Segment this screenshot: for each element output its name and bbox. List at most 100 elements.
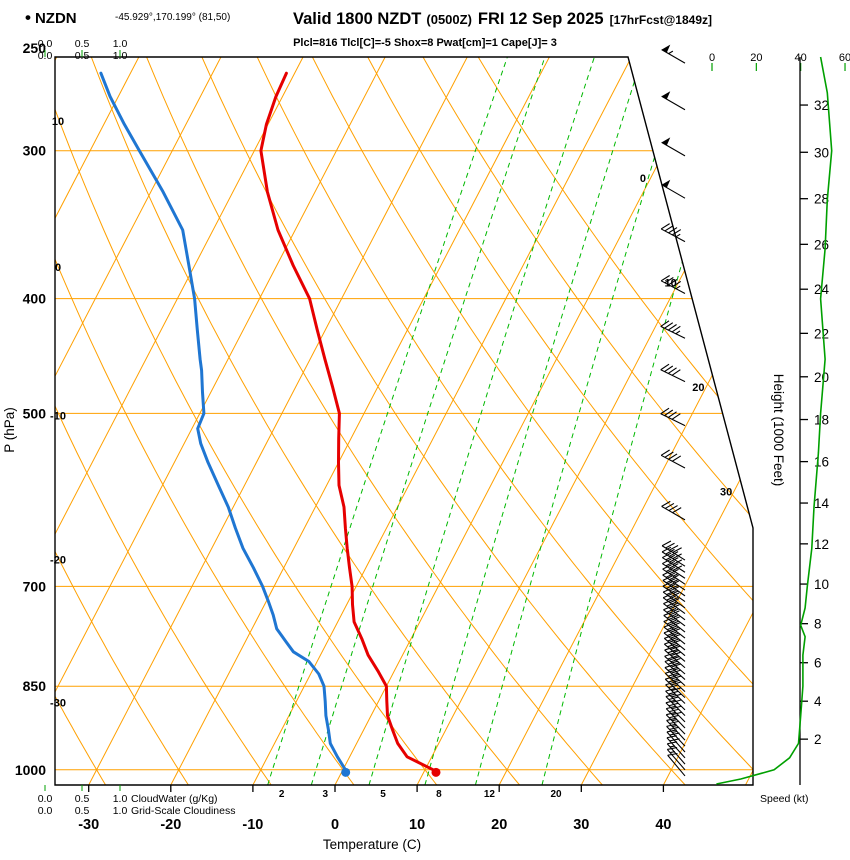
height-tick-label: 20 — [814, 370, 829, 385]
barb-full — [664, 634, 674, 639]
barb-full — [669, 586, 680, 592]
wind-barb — [661, 540, 686, 561]
barb-full — [664, 657, 675, 662]
pressure-tick-label: 400 — [23, 291, 47, 307]
barb-full — [665, 566, 676, 572]
barb-full — [666, 607, 677, 613]
wind-barb — [662, 587, 686, 609]
wind-barb — [661, 137, 686, 157]
wind-barb — [667, 752, 686, 777]
barb-full — [670, 616, 680, 622]
barb-half — [673, 632, 679, 636]
barb-full — [670, 628, 681, 633]
dry-adiabat-label: -30 — [50, 697, 66, 709]
dry-adiabat-line — [256, 57, 753, 785]
barb-full — [662, 564, 672, 570]
barb-full — [669, 732, 680, 736]
barb-half — [672, 590, 678, 594]
temperature-tick-label: -20 — [160, 817, 181, 833]
barb-full — [670, 639, 681, 645]
temperature-tick-label: 10 — [409, 817, 425, 833]
barb-full — [662, 581, 673, 587]
barb-full — [661, 500, 671, 507]
height-tick-label: 10 — [814, 577, 829, 592]
barb-full — [668, 505, 678, 512]
dry-adiabat-line — [55, 57, 272, 785]
barb-full — [664, 663, 675, 669]
barb-full — [671, 669, 681, 674]
barb-full — [667, 746, 678, 750]
wind-barb — [660, 275, 686, 294]
temperature-dewpoint-profiles — [99, 71, 441, 777]
barb-full — [666, 717, 677, 721]
barb-full — [671, 687, 682, 692]
isotherm-line — [88, 57, 468, 785]
barb-full — [665, 548, 675, 555]
height-tick-label: 30 — [814, 145, 829, 160]
barb-staff — [661, 184, 686, 199]
isotherm-edge-label: 0 — [640, 173, 646, 185]
isotherm-line — [170, 57, 550, 785]
barb-full — [663, 599, 673, 605]
barb-full — [668, 690, 679, 695]
barb-full — [667, 411, 677, 418]
wind-barb — [662, 552, 686, 573]
barb-half — [673, 644, 679, 647]
barb-full — [667, 666, 678, 671]
barb-full — [662, 570, 672, 576]
barb-half — [673, 614, 679, 618]
cloud-scale-bottom-green: 0.5 — [75, 793, 90, 805]
barb-full — [671, 280, 682, 288]
barb-full — [665, 572, 676, 578]
barb-full — [662, 575, 673, 581]
barb-full — [669, 720, 680, 725]
barb-full — [671, 705, 682, 710]
mixing-ratio-line — [310, 57, 546, 785]
barb-full — [663, 617, 674, 622]
barb-full — [663, 622, 674, 628]
barb-full — [670, 634, 681, 639]
barb-full — [671, 711, 682, 716]
barb-full — [668, 544, 679, 551]
cloud-scale-top-green: 0.0 — [38, 38, 53, 50]
barb-full — [669, 738, 680, 742]
dry-adiabat-line — [201, 57, 686, 785]
barb-full — [666, 729, 677, 733]
speed-axis-label: Speed (kt) — [760, 793, 808, 805]
station-coords: -45.929°,170.199° (81,50) — [115, 12, 230, 23]
isotherm-line — [334, 57, 715, 785]
dry-adiabat-line — [55, 57, 189, 785]
wind-barb — [660, 449, 686, 469]
barb-full — [660, 407, 670, 415]
barb-half — [673, 626, 679, 630]
barb-staff — [661, 141, 686, 157]
barb-half — [675, 285, 681, 290]
barb-half — [673, 638, 679, 642]
barb-full — [667, 631, 677, 637]
barb-full — [669, 714, 679, 719]
barb-full — [670, 622, 680, 628]
barb-full — [664, 646, 675, 651]
pressure-tick-label: 1000 — [15, 762, 46, 778]
barb-full — [665, 675, 675, 680]
wind-barb — [664, 652, 686, 675]
barb-half — [672, 730, 678, 734]
barb-full — [669, 604, 680, 610]
barb-full — [669, 708, 679, 713]
barb-full — [669, 574, 679, 581]
wind-barb — [663, 611, 686, 633]
barb-full — [670, 658, 681, 663]
barb-half — [669, 745, 676, 748]
wind-barb — [662, 564, 686, 585]
height-tick-label: 12 — [814, 537, 829, 552]
barb-full — [666, 711, 677, 716]
barb-full — [668, 279, 678, 286]
barb-half — [674, 679, 680, 683]
barb-half — [669, 751, 676, 754]
barb-full — [667, 637, 678, 642]
speed-tick-label: 0 — [709, 52, 715, 64]
barb-full — [669, 557, 679, 563]
barb-full — [669, 610, 680, 616]
barb-full — [668, 696, 679, 701]
